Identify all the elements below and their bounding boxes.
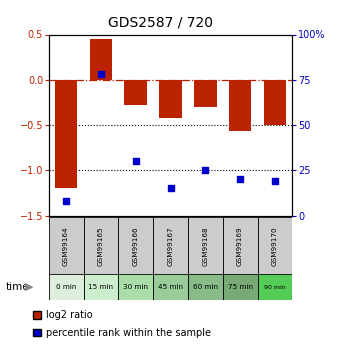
Bar [188, 217, 223, 274]
Text: GSM99167: GSM99167 [167, 226, 174, 266]
Bar [264, 80, 286, 125]
Bar [49, 274, 84, 300]
Text: 15 min: 15 min [88, 284, 113, 290]
Bar [258, 274, 292, 300]
Text: GDS2587 / 720: GDS2587 / 720 [108, 16, 213, 30]
Bar [84, 274, 118, 300]
Text: 0 min: 0 min [56, 284, 76, 290]
Text: GSM99168: GSM99168 [202, 226, 208, 266]
Text: ▶: ▶ [25, 282, 34, 292]
Text: 60 min: 60 min [193, 284, 218, 290]
Bar [229, 80, 251, 131]
Point [133, 159, 139, 164]
Bar [49, 217, 84, 274]
Point [237, 177, 243, 182]
Text: 75 min: 75 min [228, 284, 253, 290]
Text: GSM99169: GSM99169 [237, 226, 243, 266]
Point [98, 71, 104, 77]
Text: percentile rank within the sample: percentile rank within the sample [46, 328, 211, 337]
Point [63, 198, 69, 204]
Text: GSM99164: GSM99164 [63, 226, 69, 266]
Point [272, 178, 278, 184]
Text: 30 min: 30 min [123, 284, 148, 290]
Bar [84, 217, 118, 274]
Text: time: time [5, 282, 29, 292]
Bar [90, 39, 112, 80]
Bar [118, 274, 153, 300]
Text: GSM99165: GSM99165 [98, 226, 104, 266]
Bar [55, 80, 77, 188]
Bar [223, 217, 258, 274]
Bar [258, 217, 292, 274]
Text: log2 ratio: log2 ratio [46, 310, 93, 320]
Text: GSM99170: GSM99170 [272, 226, 278, 266]
Point [168, 186, 173, 191]
Bar [188, 274, 223, 300]
Bar [159, 80, 182, 118]
Point [203, 168, 208, 173]
Text: 45 min: 45 min [158, 284, 183, 290]
Text: 90 min: 90 min [264, 285, 286, 290]
Bar [153, 217, 188, 274]
Text: GSM99166: GSM99166 [133, 226, 139, 266]
Bar [125, 80, 147, 105]
Bar [153, 274, 188, 300]
Bar [194, 80, 216, 107]
Bar [118, 217, 153, 274]
Bar [223, 274, 258, 300]
